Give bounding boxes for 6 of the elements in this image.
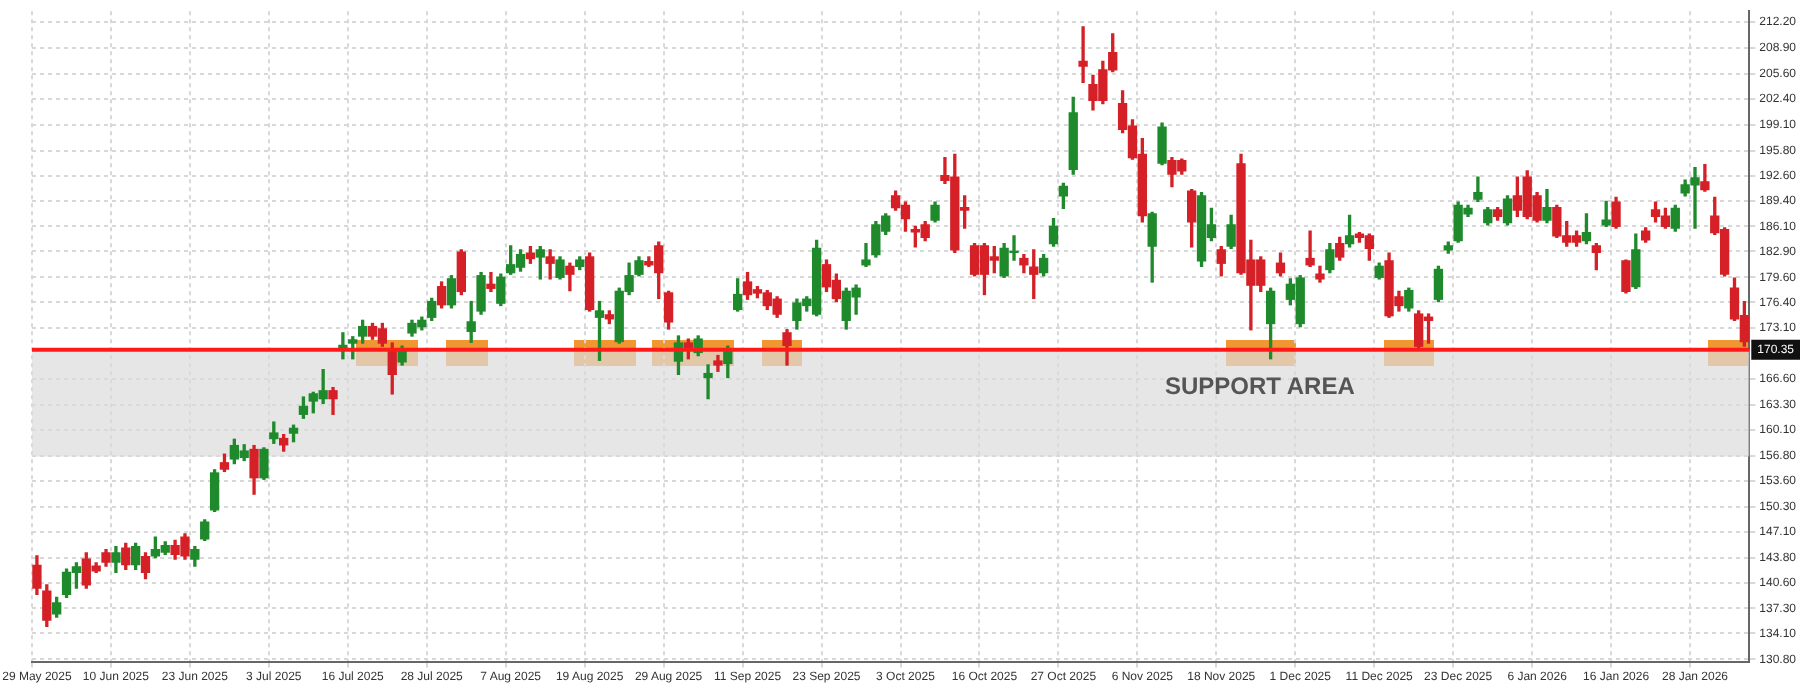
candlestick [1305, 230, 1315, 268]
candlestick [545, 249, 555, 280]
candlestick [486, 271, 496, 293]
candlestick [703, 364, 713, 400]
candlestick [1078, 26, 1088, 84]
band-label: SUPPORT AREA [1164, 372, 1356, 401]
